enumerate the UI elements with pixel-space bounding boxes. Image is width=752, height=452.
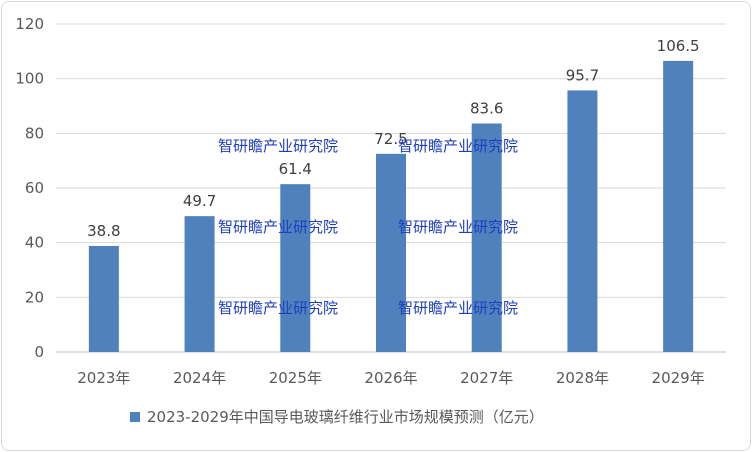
x-tick-label: 2024年 [173, 369, 226, 387]
x-tick-label: 2023年 [77, 369, 130, 387]
y-tick-label: 80 [25, 124, 44, 142]
legend-label: 2023-2029年中国导电玻璃纤维行业市场规模预测（亿元） [147, 408, 544, 426]
bars [88, 60, 694, 353]
y-tick-label: 60 [25, 179, 44, 197]
legend: 2023-2029年中国导电玻璃纤维行业市场规模预测（亿元） [130, 408, 544, 426]
data-label: 72.5 [374, 130, 407, 148]
data-label: 83.6 [470, 99, 503, 117]
data-label: 106.5 [657, 37, 700, 55]
y-tick-label: 120 [15, 15, 44, 33]
watermark: 智研瞻产业研究院 [218, 137, 338, 155]
x-tick-label: 2027年 [460, 369, 513, 387]
x-tick-label: 2029年 [652, 369, 705, 387]
y-axis-ticks: 0 20 40 60 80 100 120 [15, 15, 44, 361]
x-axis-ticks: 2023年 2024年 2025年 2026年 2027年 2028年 2029年 [77, 369, 704, 387]
data-label: 61.4 [279, 160, 312, 178]
watermark: 智研瞻产业研究院 [218, 218, 338, 236]
watermark: 智研瞻产业研究院 [398, 218, 518, 236]
bar [280, 184, 311, 352]
watermark: 智研瞻产业研究院 [218, 299, 338, 317]
y-tick-label: 0 [34, 343, 44, 361]
data-label: 95.7 [566, 66, 599, 84]
y-tick-label: 20 [25, 288, 44, 306]
x-tick-label: 2025年 [269, 369, 322, 387]
watermark: 智研瞻产业研究院 [398, 299, 518, 317]
data-labels: 38.8 49.7 61.4 72.5 83.6 95.7 106.5 [87, 37, 699, 240]
bar [88, 245, 119, 352]
y-tick-label: 40 [25, 234, 44, 252]
x-tick-label: 2028年 [556, 369, 609, 387]
bar [663, 60, 694, 353]
bar [376, 153, 406, 352]
data-label: 49.7 [183, 192, 216, 210]
watermark: 智研瞻产业研究院 [398, 137, 518, 155]
bar [567, 90, 598, 353]
x-tick-label: 2026年 [364, 369, 417, 387]
gridlines [56, 23, 726, 353]
watermarks: 智研瞻产业研究院 智研瞻产业研究院 智研瞻产业研究院 智研瞻产业研究院 智研瞻产… [218, 137, 518, 317]
legend-swatch [130, 412, 140, 422]
bar [471, 123, 502, 352]
bar [184, 216, 215, 352]
data-label: 38.8 [87, 222, 120, 240]
y-tick-label: 100 [15, 70, 44, 88]
